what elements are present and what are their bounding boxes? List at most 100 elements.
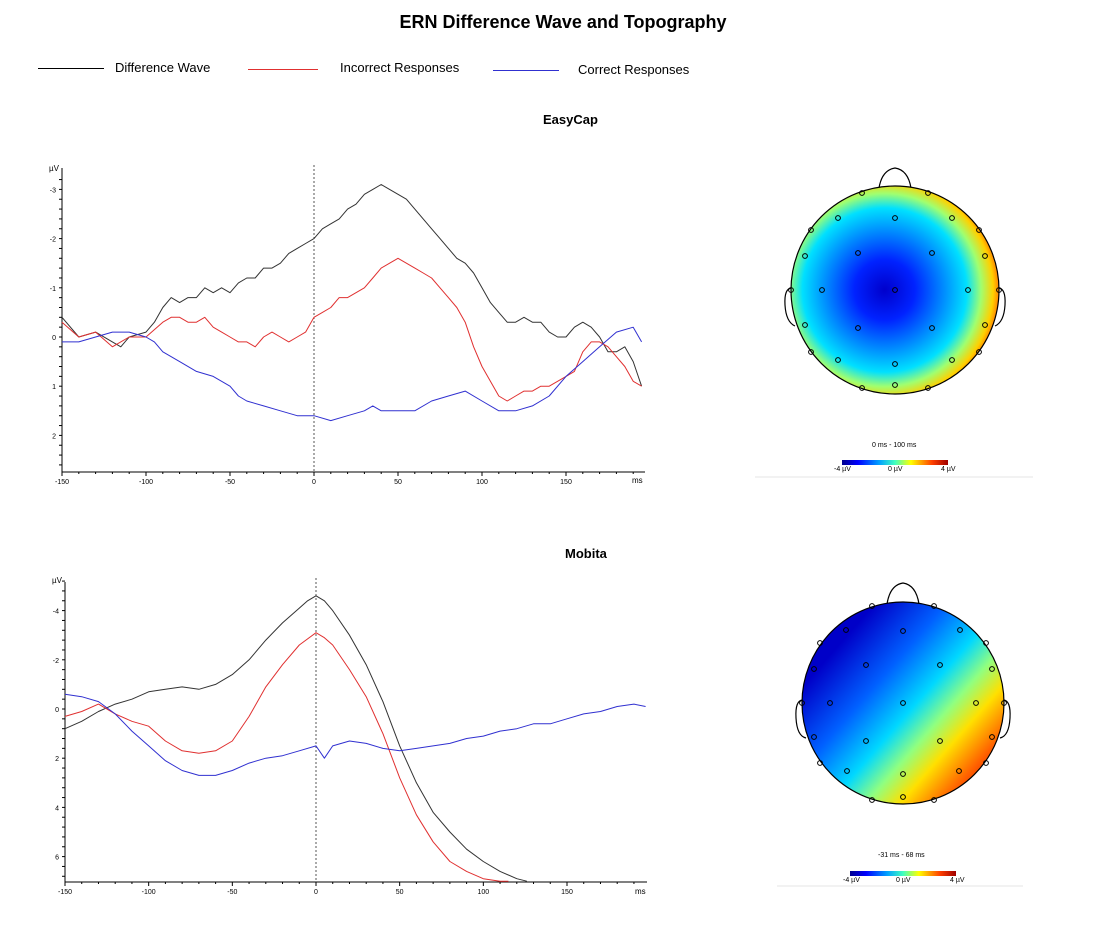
y-tick-label: 0 [55,707,59,714]
electrode-markers [788,190,1002,391]
electrode-dot [808,349,814,355]
electrode-dot [855,325,861,331]
topomap-caption-mobita: -31 ms - 68 ms [878,852,925,859]
y-tick-label: 6 [55,855,59,862]
electrode-dot [817,640,823,646]
electrode-dot [982,322,988,328]
electrode-dot [956,768,962,774]
electrode-dot [819,287,825,293]
colorbar-mid-label: 0 µV [896,877,911,884]
colorbar-gradient [850,871,956,876]
electrode-dot [835,215,841,221]
electrode-dot [802,322,808,328]
xlabel-easycap: ms [632,476,643,485]
right-ear-icon [999,699,1011,739]
legend-item-incorrect-responses: Incorrect Responses [248,60,478,80]
legend-item-difference-wave: Difference Wave [38,60,228,80]
electrode-dot [869,603,875,609]
y-tick-label: 0 [52,335,56,342]
erp-chart-easycap: µV ms -150 -100 -50 0 50 100 150 -3 -2 -1 0 1 2 [49,164,645,486]
figure-title: ERN Difference Wave and Topography [399,12,727,32]
electrode-dot [929,250,935,256]
xlabel-mobita: ms [635,887,646,896]
y-tick-label: 2 [55,756,59,763]
electrode-dot [808,227,814,233]
topomap-easycap [784,167,1006,395]
electrode-dot [859,385,865,391]
x-tick-label: -50 [225,479,235,486]
y-tick-label: -2 [50,237,56,244]
x-tick-label: -150 [55,479,69,486]
electrode-dot [937,662,943,668]
x-tick-label: 150 [560,479,572,486]
series-line-difference-wave [61,184,643,387]
electrode-dot [976,349,982,355]
x-tick-label: 0 [314,889,318,896]
electrode-dot [983,640,989,646]
y-tick-label: -1 [50,286,56,293]
scalp-map [790,185,1000,395]
electrode-dot [811,734,817,740]
right-ear-icon [994,287,1006,327]
electrode-dot [957,627,963,633]
electrode-dot [892,287,898,293]
electrode-dot [989,734,995,740]
series-line-incorrect-responses [64,632,509,882]
electrode-dot [788,287,794,293]
electrode-dot [900,628,906,634]
legend-line-correct-responses [493,70,559,71]
y-tick-label: -2 [53,658,59,665]
ylabel-mobita: µV [52,576,63,585]
x-tick-label: 0 [312,479,316,486]
electrode-dot [983,760,989,766]
electrode-dot [982,253,988,259]
electrode-dot [843,627,849,633]
colorbar-max-label: 4 µV [950,877,965,884]
ylabel-easycap: µV [49,164,60,173]
electrode-dot [892,361,898,367]
electrode-dot [949,357,955,363]
x-tick-label: -150 [58,889,72,896]
scalp-map [801,601,1005,805]
electrode-dot [799,700,805,706]
y-ticks-mobita: -4 -2 0 2 4 6 [53,580,65,877]
legend-label-difference-wave: Difference Wave [115,60,211,75]
x-tick-label: 50 [396,889,404,896]
colorbar-max-label: 4 µV [941,466,956,473]
legend-item-correct-responses: Correct Responses [493,60,713,80]
topomap-mobita [795,582,1011,805]
electrode-dot [892,382,898,388]
electrode-dot [900,794,906,800]
electrode-dot [802,253,808,259]
legend-line-difference-wave [38,68,104,69]
y-tick-label: 2 [52,433,56,440]
electrode-dot [1001,700,1007,706]
legend-label-correct-responses: Correct Responses [578,62,690,77]
x-tick-label: 100 [476,479,488,486]
electrode-dot [869,797,875,803]
electrode-dot [827,700,833,706]
electrode-dot [863,662,869,668]
x-ticks-mobita: -150 -100 -50 0 50 100 150 [58,882,635,896]
x-tick-label: -100 [142,889,156,896]
legend-label-incorrect-responses: Incorrect Responses [340,60,460,75]
electrode-dot [965,287,971,293]
electrode-dot [937,738,943,744]
colorbar-min-label: -4 µV [834,466,851,473]
electrode-dot [976,227,982,233]
electrode-dot [996,287,1002,293]
x-tick-label: -100 [139,479,153,486]
series-line-correct-responses [62,326,643,422]
electrode-dot [844,768,850,774]
electrode-dot [892,215,898,221]
legend-line-incorrect-responses [248,69,318,70]
y-tick-label: -4 [53,609,59,616]
electrode-dot [859,190,865,196]
electrode-dot [900,771,906,777]
electrode-dot [925,190,931,196]
x-tick-label: 100 [477,889,489,896]
y-tick-label: 1 [52,384,56,391]
electrode-dot [817,760,823,766]
colorbar-gradient [842,460,948,465]
